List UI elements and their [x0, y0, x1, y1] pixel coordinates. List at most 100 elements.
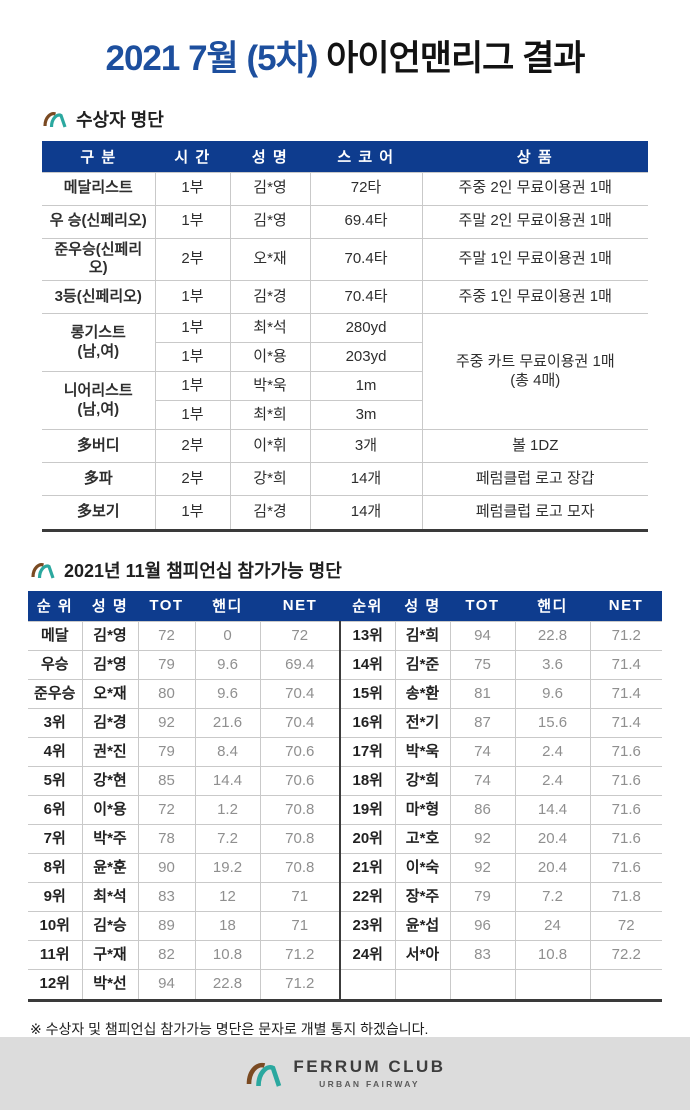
- table-cell: 오*재: [81, 679, 139, 709]
- table-cell: 72: [137, 621, 196, 651]
- awards-table-row: 준우승(신페리오) 2부 오*재 70.4타 주말 1인 무료이용권 1매: [41, 237, 649, 281]
- table-cell: 75: [449, 650, 516, 680]
- column-header: TOT: [450, 590, 515, 622]
- table-cell: 주중 2인 무료이용권 1매: [421, 171, 649, 206]
- table-cell: 70.4: [259, 679, 341, 709]
- table-cell: 79: [137, 650, 196, 680]
- table-cell: 71.6: [589, 795, 663, 825]
- table-cell: 15.6: [514, 708, 591, 738]
- table-cell: 준우승: [27, 679, 83, 709]
- table-cell: [339, 969, 396, 999]
- table-cell: [394, 969, 451, 999]
- table-cell: 96: [449, 911, 516, 941]
- table-cell: 페럼클럽 로고 장갑: [421, 462, 649, 496]
- table-cell: 72: [137, 795, 196, 825]
- table-cell: 3위: [27, 708, 83, 738]
- table-cell: 강*현: [81, 766, 139, 796]
- table-cell: [449, 969, 516, 999]
- championship-table-row: 우승 김*영 79 9.6 69.4 14위 김*준 75 3.6 71.4: [27, 650, 663, 680]
- awards-table-row: 우 승(신페리오) 1부 김*영 69.4타 주말 2인 무료이용권 1매: [41, 204, 649, 239]
- table-cell: 고*호: [394, 824, 451, 854]
- table-cell: 강*희: [229, 462, 311, 496]
- table-cell: 3m: [309, 400, 423, 430]
- table-cell: 롱기스트 (남,여): [41, 313, 156, 372]
- table-cell: 페럼클럽 로고 모자: [421, 495, 649, 529]
- table-cell: 6위: [27, 795, 83, 825]
- table-cell: 71.8: [589, 882, 663, 912]
- table-cell: 김*영: [229, 204, 311, 239]
- table-cell: 12위: [27, 969, 83, 999]
- table-cell: 16위: [339, 708, 396, 738]
- table-cell: 71.6: [589, 737, 663, 767]
- table-cell: 15위: [339, 679, 396, 709]
- table-cell: 94: [137, 969, 196, 999]
- column-header: 순위: [340, 590, 395, 622]
- championship-table-row: 12위 박*선 94 22.8 71.2: [27, 969, 663, 999]
- table-cell: 94: [449, 621, 516, 651]
- table-cell: 5위: [27, 766, 83, 796]
- table-cell: 1부: [154, 495, 231, 529]
- table-cell: 2.4: [514, 737, 591, 767]
- table-cell: 72타: [309, 171, 423, 206]
- table-cell: 1부: [154, 204, 231, 239]
- table-cell: 1부: [154, 342, 231, 372]
- table-cell: 20.4: [514, 853, 591, 883]
- awards-table-row: 롱기스트 (남,여) 1부 최*석 280yd 주중 카트 무료이용권 1매 (총 4매…: [41, 313, 649, 430]
- table-cell: 80: [137, 679, 196, 709]
- awards-section-heading: 수상자 명단: [42, 106, 690, 132]
- table-cell: [589, 969, 663, 999]
- table-cell: 83: [449, 940, 516, 970]
- table-cell: 70.4타: [309, 237, 423, 281]
- table-cell: 김*준: [394, 650, 451, 680]
- table-cell: 71.4: [589, 679, 663, 709]
- column-header: 순 위: [28, 590, 82, 622]
- table-cell: 윤*섭: [394, 911, 451, 941]
- table-cell: 마*형: [394, 795, 451, 825]
- table-cell: 14위: [339, 650, 396, 680]
- table-cell: 이*용: [81, 795, 139, 825]
- page-title: 2021 7월 (5차) 아이언맨리그 결과: [0, 0, 690, 80]
- table-cell: 주말 1인 무료이용권 1매: [421, 237, 649, 281]
- table-cell: 11위: [27, 940, 83, 970]
- table-cell: 주말 2인 무료이용권 1매: [421, 204, 649, 239]
- table-cell: 9.6: [194, 679, 261, 709]
- table-cell: 최*석: [229, 313, 311, 343]
- table-cell: 김*승: [81, 911, 139, 941]
- table-cell: 2.4: [514, 766, 591, 796]
- table-cell: 20.4: [514, 824, 591, 854]
- awards-table-row: 1부 이*용 203yd: [42, 342, 648, 372]
- table-cell: 1m: [309, 371, 423, 401]
- table-cell: 8위: [27, 853, 83, 883]
- table-cell: 준우승(신페리오): [41, 237, 156, 281]
- awards-table-row: 多보기 1부 김*경 14개 페럼클럽 로고 모자: [41, 495, 649, 529]
- championship-table-row: 8위 윤*훈 90 19.2 70.8 21위 이*숙 92 20.4 71.6: [27, 853, 663, 883]
- table-cell: 71.6: [589, 824, 663, 854]
- table-cell: 1부: [154, 313, 231, 343]
- awards-table-row: 니어리스트 (남,여) 1부 박*욱 1m: [41, 371, 648, 430]
- table-cell: 9위: [27, 882, 83, 912]
- table-cell: 우 승(신페리오): [41, 204, 156, 239]
- column-header: 스 코 어: [310, 141, 422, 172]
- table-cell: 1부: [154, 280, 231, 314]
- table-cell: 79: [449, 882, 516, 912]
- column-header: 핸디: [515, 590, 590, 622]
- column-header: 구 분: [42, 141, 155, 172]
- table-cell: 71.4: [589, 708, 663, 738]
- table-cell: 김*영: [229, 171, 311, 206]
- table-cell: 70.8: [259, 853, 341, 883]
- championship-table-row: 6위 이*용 72 1.2 70.8 19위 마*형 86 14.4 71.6: [27, 795, 663, 825]
- table-cell: 3등(신페리오): [41, 280, 156, 314]
- championship-table-row: 10위 김*승 89 18 71 23위 윤*섭 96 24 72: [27, 911, 663, 941]
- table-cell: 多보기: [41, 495, 156, 529]
- championship-table-row: 7위 박*주 78 7.2 70.8 20위 고*호 92 20.4 71.6: [27, 824, 663, 854]
- table-cell: 79: [137, 737, 196, 767]
- table-cell: 多파: [41, 462, 156, 496]
- table-cell: 70.6: [259, 737, 341, 767]
- table-cell: 10.8: [194, 940, 261, 970]
- table-cell: 24위: [339, 940, 396, 970]
- brand-arch-icon: [31, 562, 55, 579]
- table-cell: 볼 1DZ: [421, 429, 649, 463]
- table-cell: 주중 1인 무료이용권 1매: [421, 280, 649, 314]
